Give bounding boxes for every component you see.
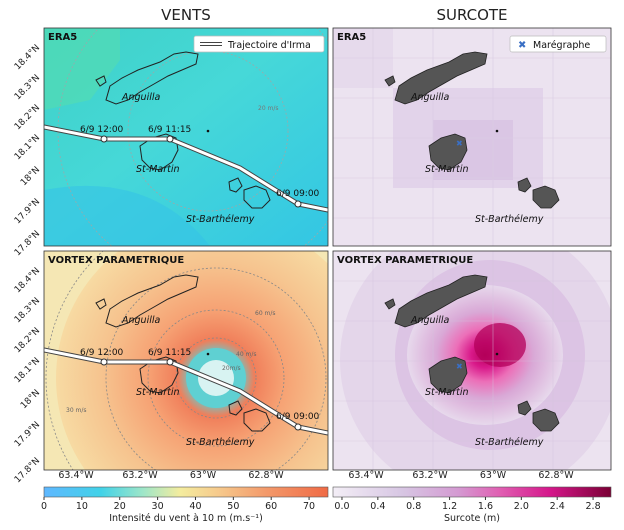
- colorbar-tick-label: 1.6: [478, 501, 493, 512]
- y-tick: 18.2°N: [13, 103, 42, 132]
- x-tick: 63.2°W: [412, 470, 448, 481]
- svg-text:✖: ✖: [518, 40, 526, 51]
- place-st-barth: St-Barthélemy: [186, 214, 255, 225]
- colorbar-tick-label: 50: [227, 501, 239, 512]
- x-tick: 63°W: [190, 470, 217, 481]
- track-time-1: 6/9 12:00: [80, 348, 124, 358]
- y-tick: 17.9°N: [13, 197, 42, 226]
- panel-title: VORTEX PARAMETRIQUE: [337, 255, 473, 266]
- surge-colorbar-label: Surcote (m): [444, 513, 500, 524]
- panel-era5-wind: [44, 28, 328, 246]
- y-tick: 18°N: [19, 165, 42, 188]
- tide-gauge-marker: ✖: [456, 362, 463, 371]
- panel-vortex-surge: [333, 251, 611, 470]
- panel-vortex-wind: [44, 251, 328, 470]
- y-axis-bottom: 18.4°N 18.3°N 18.2°N 18.1°N 18°N 17.9°N …: [13, 266, 42, 485]
- right-column-title: SURCOTE: [436, 6, 507, 24]
- track-time-2: 6/9 11:15: [148, 125, 191, 135]
- colorbar-tick-label: 2.0: [514, 501, 529, 512]
- gauge-legend: ✖ Marégraphe: [509, 35, 607, 53]
- track-time-1: 6/9 12:00: [80, 125, 124, 135]
- track-time-3: 6/9 09:00: [276, 412, 320, 422]
- panel-title: VORTEX PARAMETRIQUE: [48, 255, 184, 266]
- y-tick: 18.3°N: [13, 296, 42, 325]
- colorbar-tick-label: 0.8: [406, 501, 421, 512]
- track-time-3: 6/9 09:00: [276, 189, 320, 199]
- colorbar-tick-label: 70: [303, 501, 315, 512]
- y-tick: 18.2°N: [13, 326, 42, 355]
- wind-colorbar-label: Intensité du vent à 10 m (m.s⁻¹): [109, 513, 263, 524]
- place-anguilla: Anguilla: [121, 92, 160, 103]
- contour-label-60: 60 m/s: [255, 310, 276, 317]
- panel-title: ERA5: [337, 32, 366, 43]
- place-anguilla: Anguilla: [410, 92, 449, 103]
- colorbar-tick-label: 40: [189, 501, 201, 512]
- place-anguilla: Anguilla: [410, 315, 449, 326]
- x-tick: 63°W: [480, 470, 507, 481]
- place-st-martin: St-Martin: [136, 164, 180, 175]
- place-anguilla: Anguilla: [121, 315, 160, 326]
- gauge-legend-label: Marégraphe: [533, 40, 590, 51]
- colorbar-tick-label: 2.8: [586, 501, 601, 512]
- y-tick: 17.8°N: [13, 229, 42, 258]
- y-tick: 18.1°N: [13, 356, 42, 385]
- contour-label-30: 30 m/s: [66, 407, 87, 414]
- y-tick: 17.8°N: [13, 456, 42, 485]
- y-tick: 17.9°N: [13, 420, 42, 449]
- x-tick: 62.8°W: [538, 470, 574, 481]
- colorbar-tick-label: 0.4: [370, 501, 385, 512]
- track-legend-label: Trajectoire d'Irma: [227, 40, 311, 51]
- colorbar-tick-label: 10: [76, 501, 88, 512]
- colorbar-tick-label: 20: [114, 501, 126, 512]
- contour-label-20: 20 m/s: [258, 105, 279, 112]
- tide-gauge-marker: ✖: [456, 139, 463, 148]
- colorbar-tick-label: 60: [265, 501, 277, 512]
- y-axis-top: 18.4°N 18.3°N 18.2°N 18.1°N 18°N 17.9°N …: [13, 43, 42, 258]
- place-st-martin: St-Martin: [425, 164, 469, 175]
- track-legend: Trajectoire d'Irma: [193, 35, 325, 53]
- colorbar-tick-label: 0.0: [334, 501, 349, 512]
- contour-label-20b: 20m/s: [222, 365, 241, 372]
- panel-era5-surge: [333, 28, 611, 246]
- x-tick: 63.2°W: [122, 470, 158, 481]
- colorbar-tick-label: 2.4: [550, 501, 565, 512]
- colorbar-tick-label: 0: [41, 501, 47, 512]
- y-tick: 18.4°N: [13, 43, 42, 72]
- place-st-barth: St-Barthélemy: [186, 437, 255, 448]
- y-tick: 18°N: [19, 388, 42, 411]
- track-time-2: 6/9 11:15: [148, 348, 191, 358]
- y-tick: 18.4°N: [13, 266, 42, 295]
- x-axis-right: 63.4°W 63.2°W 63°W 62.8°W: [348, 470, 574, 481]
- x-tick: 63.4°W: [58, 470, 94, 481]
- place-st-barth: St-Barthélemy: [475, 437, 544, 448]
- x-axis-left: 63.4°W 63.2°W 63°W 62.8°W: [58, 470, 284, 481]
- y-tick: 18.3°N: [13, 73, 42, 102]
- contour-label-40: 40 m/s: [236, 351, 257, 358]
- colorbar-tick-label: 1.2: [442, 501, 457, 512]
- x-tick: 62.8°W: [248, 470, 284, 481]
- y-tick: 18.1°N: [13, 133, 42, 162]
- left-column-title: VENTS: [161, 6, 211, 24]
- panel-title: ERA5: [48, 32, 77, 43]
- colorbar-tick-label: 30: [152, 501, 164, 512]
- x-tick: 63.4°W: [348, 470, 384, 481]
- place-st-martin: St-Martin: [425, 387, 469, 398]
- wind-colorbar: 0 10 20 30 40 50 60 70 Intensité du vent à 10 m…: [41, 486, 329, 524]
- place-st-barth: St-Barthélemy: [475, 214, 544, 225]
- place-st-martin: St-Martin: [136, 387, 180, 398]
- surge-colorbar: 0.0 0.4 0.8 1.2 1.6 2.0 2.4 2.8 Surcote (m): [332, 486, 612, 524]
